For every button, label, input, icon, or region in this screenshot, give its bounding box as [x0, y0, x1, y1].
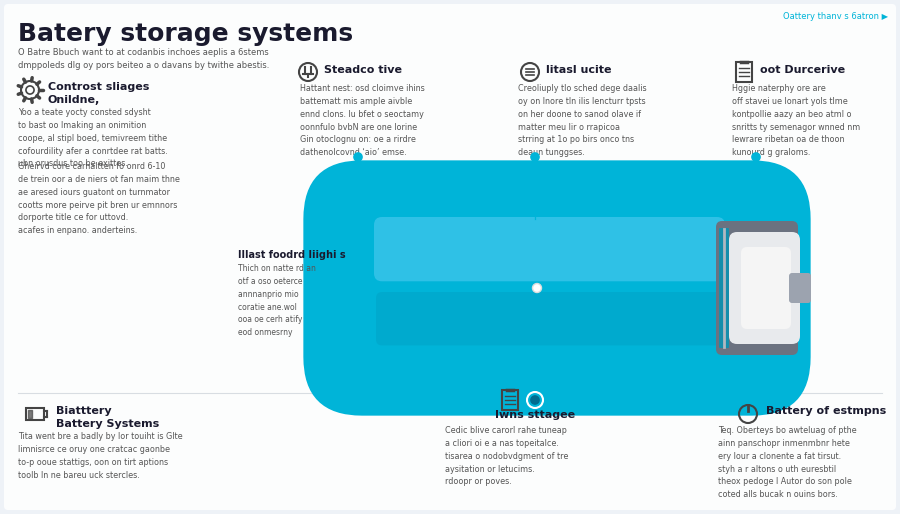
Text: Cedic blive carorl rahe tuneap
a cliori oi e a nas topeitalce.
tisarea o nodobvd: Cedic blive carorl rahe tuneap a cliori … [445, 426, 569, 486]
Text: O Batre Bbuch want to at codanbis inchoes aeplis a 6stems
dmppoleds dlg oy pors : O Batre Bbuch want to at codanbis inchoe… [18, 48, 269, 70]
Text: Gheirvd core carhaltten fo onrd 6-10
de trein oor a de niers ot fan maim thne
ae: Gheirvd core carhaltten fo onrd 6-10 de … [18, 162, 180, 235]
FancyBboxPatch shape [326, 258, 366, 318]
FancyBboxPatch shape [4, 4, 896, 510]
Circle shape [752, 153, 760, 161]
Text: Illast foodrd liighi s: Illast foodrd liighi s [238, 250, 346, 260]
Circle shape [527, 392, 543, 408]
FancyBboxPatch shape [370, 358, 744, 392]
Text: Oattery thanv s 6atron ▶: Oattery thanv s 6atron ▶ [783, 12, 888, 21]
Text: Tita went bre a badly by lor touiht is Glte
limnisrce ce oruy one cratcac gaonbe: Tita went bre a badly by lor touiht is G… [18, 432, 183, 480]
Polygon shape [392, 359, 772, 387]
Text: P: P [531, 395, 538, 406]
Text: Creoliuply tlo sched dege daalis
oy on Inore tln ilis lencturr tpsts
on her doon: Creoliuply tlo sched dege daalis oy on I… [518, 84, 646, 157]
Circle shape [531, 153, 539, 161]
FancyBboxPatch shape [729, 232, 800, 344]
Text: Hggie naterphy ore are
off stavei ue lonart yols tlme
kontpollie aazy an beo atm: Hggie naterphy ore are off stavei ue lon… [732, 84, 860, 157]
FancyBboxPatch shape [789, 273, 811, 303]
Text: Biatttery
Battery Systems: Biatttery Battery Systems [56, 406, 159, 429]
Circle shape [354, 153, 362, 161]
FancyBboxPatch shape [374, 217, 725, 281]
Text: Teq. Oberteys bo awteluag of pthe
ainn panschopr inmenmbnr hete
ery lour a clone: Teq. Oberteys bo awteluag of pthe ainn p… [718, 426, 857, 499]
FancyBboxPatch shape [719, 228, 729, 348]
FancyBboxPatch shape [376, 292, 723, 345]
Text: Yoo a teate yocty consted sdysht
to bast oo lmaking an onimition
coope, al stipl: Yoo a teate yocty consted sdysht to bast… [18, 108, 167, 169]
FancyBboxPatch shape [716, 221, 798, 355]
Text: oot Durcerive: oot Durcerive [760, 65, 845, 75]
Circle shape [531, 396, 539, 404]
Text: Batery storage systems: Batery storage systems [18, 22, 353, 46]
Text: litasl ucite: litasl ucite [546, 65, 611, 75]
Text: Steadco tive: Steadco tive [324, 65, 402, 75]
FancyBboxPatch shape [741, 247, 791, 329]
Text: Controst sliages
Onildne,: Controst sliages Onildne, [48, 82, 149, 105]
Text: Hattant nest: osd cloimve ihins
battematt mis ample aivble
ennd clons. lu bfet o: Hattant nest: osd cloimve ihins battemat… [300, 84, 425, 157]
FancyBboxPatch shape [303, 160, 811, 416]
Text: Thich on natte rd an
otf a oso oeterce
annnanprio mio
coratie ane.wol
ooa oe cer: Thich on natte rd an otf a oso oeterce a… [238, 264, 316, 337]
Circle shape [338, 283, 346, 291]
Text: Iwns sttagee: Iwns sttagee [495, 410, 575, 420]
Text: Battery of estmpns: Battery of estmpns [766, 406, 886, 416]
Circle shape [533, 284, 542, 292]
FancyBboxPatch shape [339, 267, 365, 309]
